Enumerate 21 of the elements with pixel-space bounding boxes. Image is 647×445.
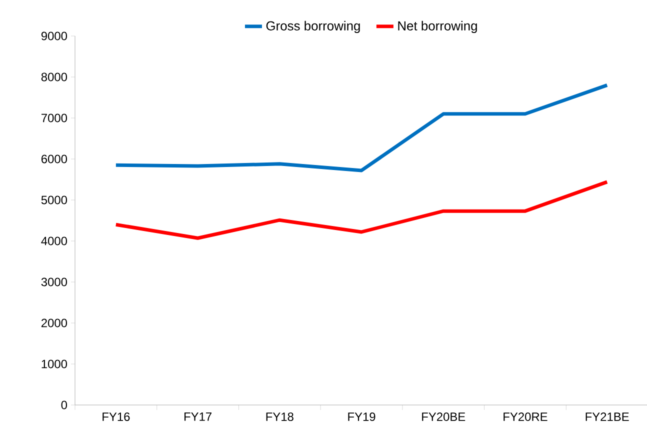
y-tick-label: 7000 — [41, 114, 68, 122]
y-tick-label: 4000 — [41, 236, 68, 246]
legend-label: Net borrowing — [398, 20, 477, 34]
y-tick-label: 5000 — [41, 196, 68, 204]
x-tick-label: FY16 — [102, 412, 130, 421]
y-tick-label: 0 — [61, 400, 68, 410]
x-tick-label: FY21BE — [586, 412, 629, 421]
x-tick-label: FY20BE — [422, 412, 466, 421]
line-series — [114, 180, 609, 240]
x-tick-label: FY17 — [184, 412, 212, 421]
x-tick-label: FY18 — [266, 412, 294, 421]
y-tick-label: 6000 — [41, 154, 68, 164]
x-tick-label: FY20RE — [504, 412, 548, 421]
y-tick-label: 1000 — [42, 360, 68, 368]
line-series — [114, 83, 609, 172]
y-tick-label: 9000 — [41, 32, 68, 40]
x-tick-label: FY19 — [348, 412, 376, 421]
y-tick-label: 3000 — [41, 278, 68, 286]
legend-label: Gross borrowing — [266, 20, 360, 34]
y-tick-label: 8000 — [41, 72, 68, 82]
y-tick-label: 2000 — [41, 318, 68, 328]
